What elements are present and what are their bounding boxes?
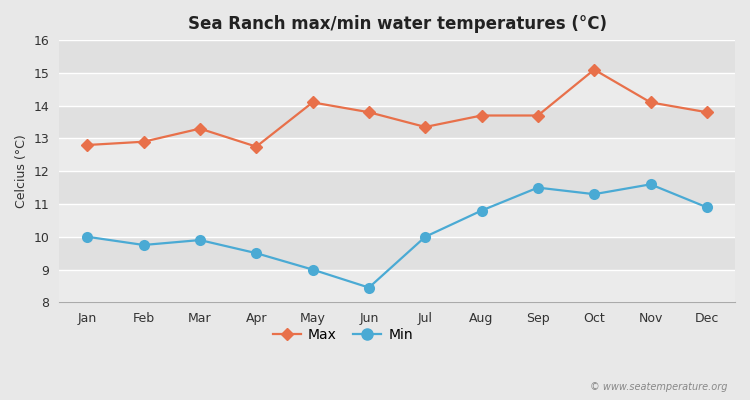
Min	[140, 242, 148, 247]
Bar	[59, 138, 735, 171]
Bar	[59, 73, 735, 106]
Line: Min: Min	[82, 179, 712, 293]
Min	[421, 234, 430, 239]
Max	[140, 139, 148, 144]
Min	[590, 192, 598, 196]
Legend: Max, Min: Max, Min	[268, 323, 419, 348]
Max	[590, 67, 598, 72]
Max	[82, 143, 92, 148]
Y-axis label: Celcius (°C): Celcius (°C)	[15, 134, 28, 208]
Text: © www.seatemperature.org: © www.seatemperature.org	[590, 382, 728, 392]
Title: Sea Ranch max/min water temperatures (°C): Sea Ranch max/min water temperatures (°C…	[188, 15, 607, 33]
Max	[196, 126, 205, 131]
Max	[646, 100, 655, 105]
Min	[196, 238, 205, 242]
Max	[421, 124, 430, 129]
Min	[533, 185, 542, 190]
Max	[252, 144, 261, 149]
Line: Max: Max	[83, 66, 711, 151]
Min	[477, 208, 486, 213]
Max	[308, 100, 317, 105]
Bar	[59, 237, 735, 270]
Min	[364, 285, 374, 290]
Min	[646, 182, 655, 187]
Min	[308, 267, 317, 272]
Max	[702, 110, 711, 115]
Max	[477, 113, 486, 118]
Min	[702, 205, 711, 210]
Min	[252, 251, 261, 256]
Bar	[59, 204, 735, 237]
Max	[533, 113, 542, 118]
Min	[82, 234, 92, 239]
Bar	[59, 171, 735, 204]
Bar	[59, 270, 735, 302]
Bar	[59, 106, 735, 138]
Max	[364, 110, 374, 115]
Bar	[59, 40, 735, 73]
